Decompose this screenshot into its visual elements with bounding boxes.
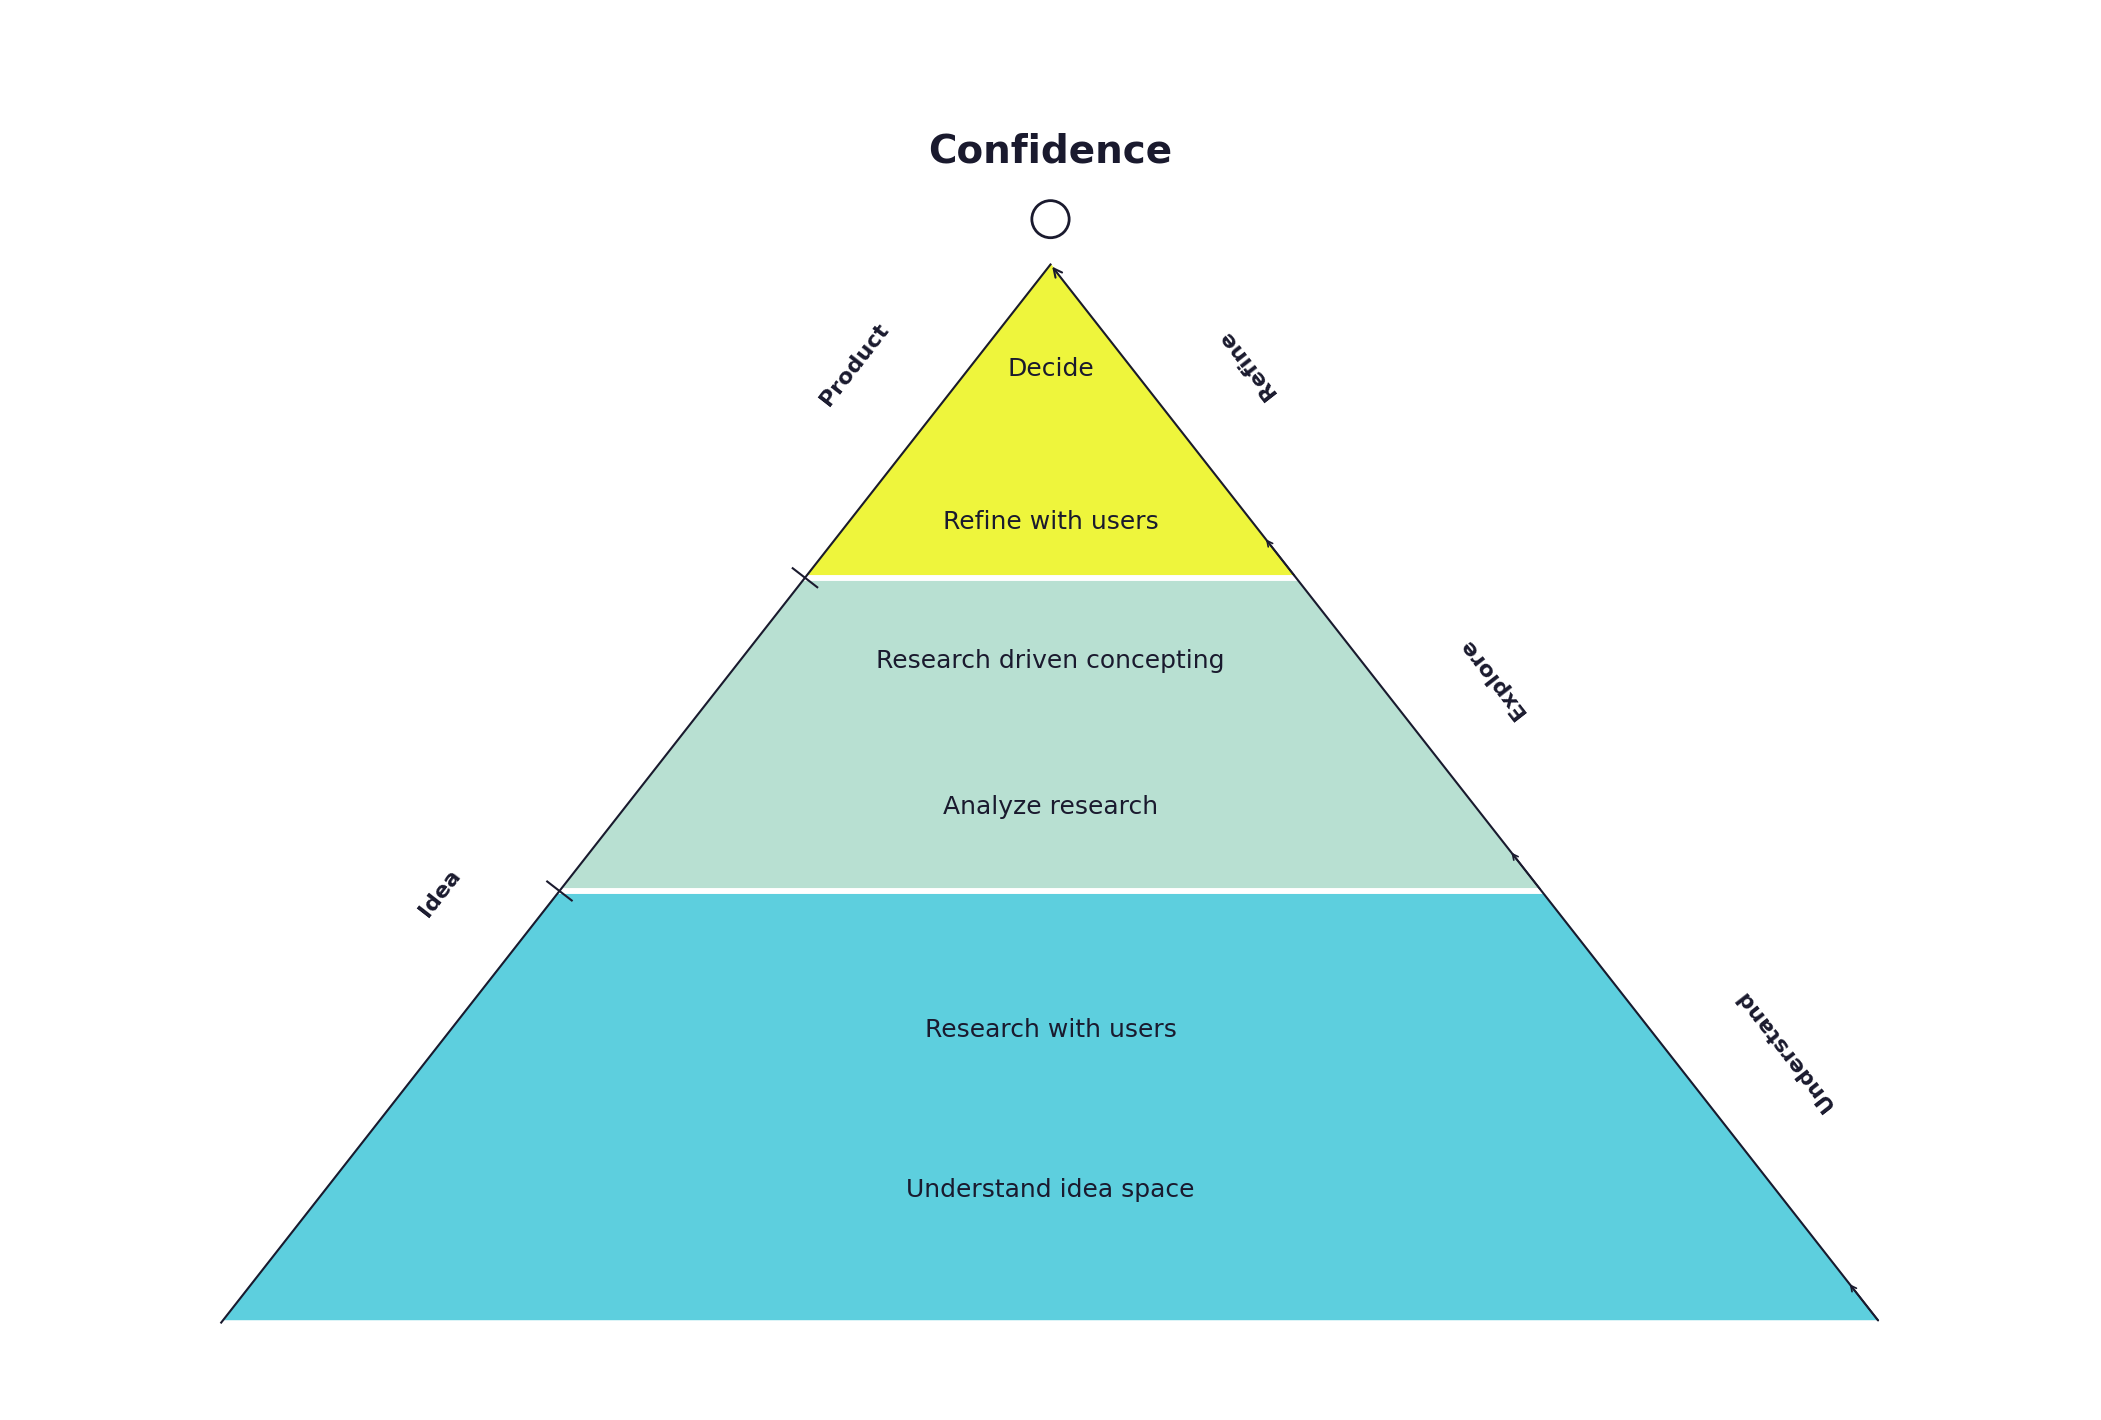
Text: Understand: Understand (1731, 985, 1836, 1113)
Polygon shape (559, 578, 1542, 890)
Text: Analyze research: Analyze research (943, 795, 1158, 819)
Polygon shape (805, 264, 1296, 578)
Text: Research with users: Research with users (924, 1018, 1177, 1042)
Text: Confidence: Confidence (929, 132, 1172, 170)
Text: Explore: Explore (1456, 633, 1530, 721)
Polygon shape (221, 890, 1880, 1322)
Text: Research driven concepting: Research driven concepting (876, 649, 1225, 673)
Text: Understand idea space: Understand idea space (906, 1179, 1195, 1203)
Text: Decide: Decide (1006, 356, 1095, 381)
Text: Refine: Refine (1214, 327, 1280, 402)
Text: Idea: Idea (416, 866, 464, 920)
Text: Product: Product (815, 320, 893, 409)
Text: Refine with users: Refine with users (943, 510, 1158, 534)
Circle shape (1032, 200, 1069, 237)
